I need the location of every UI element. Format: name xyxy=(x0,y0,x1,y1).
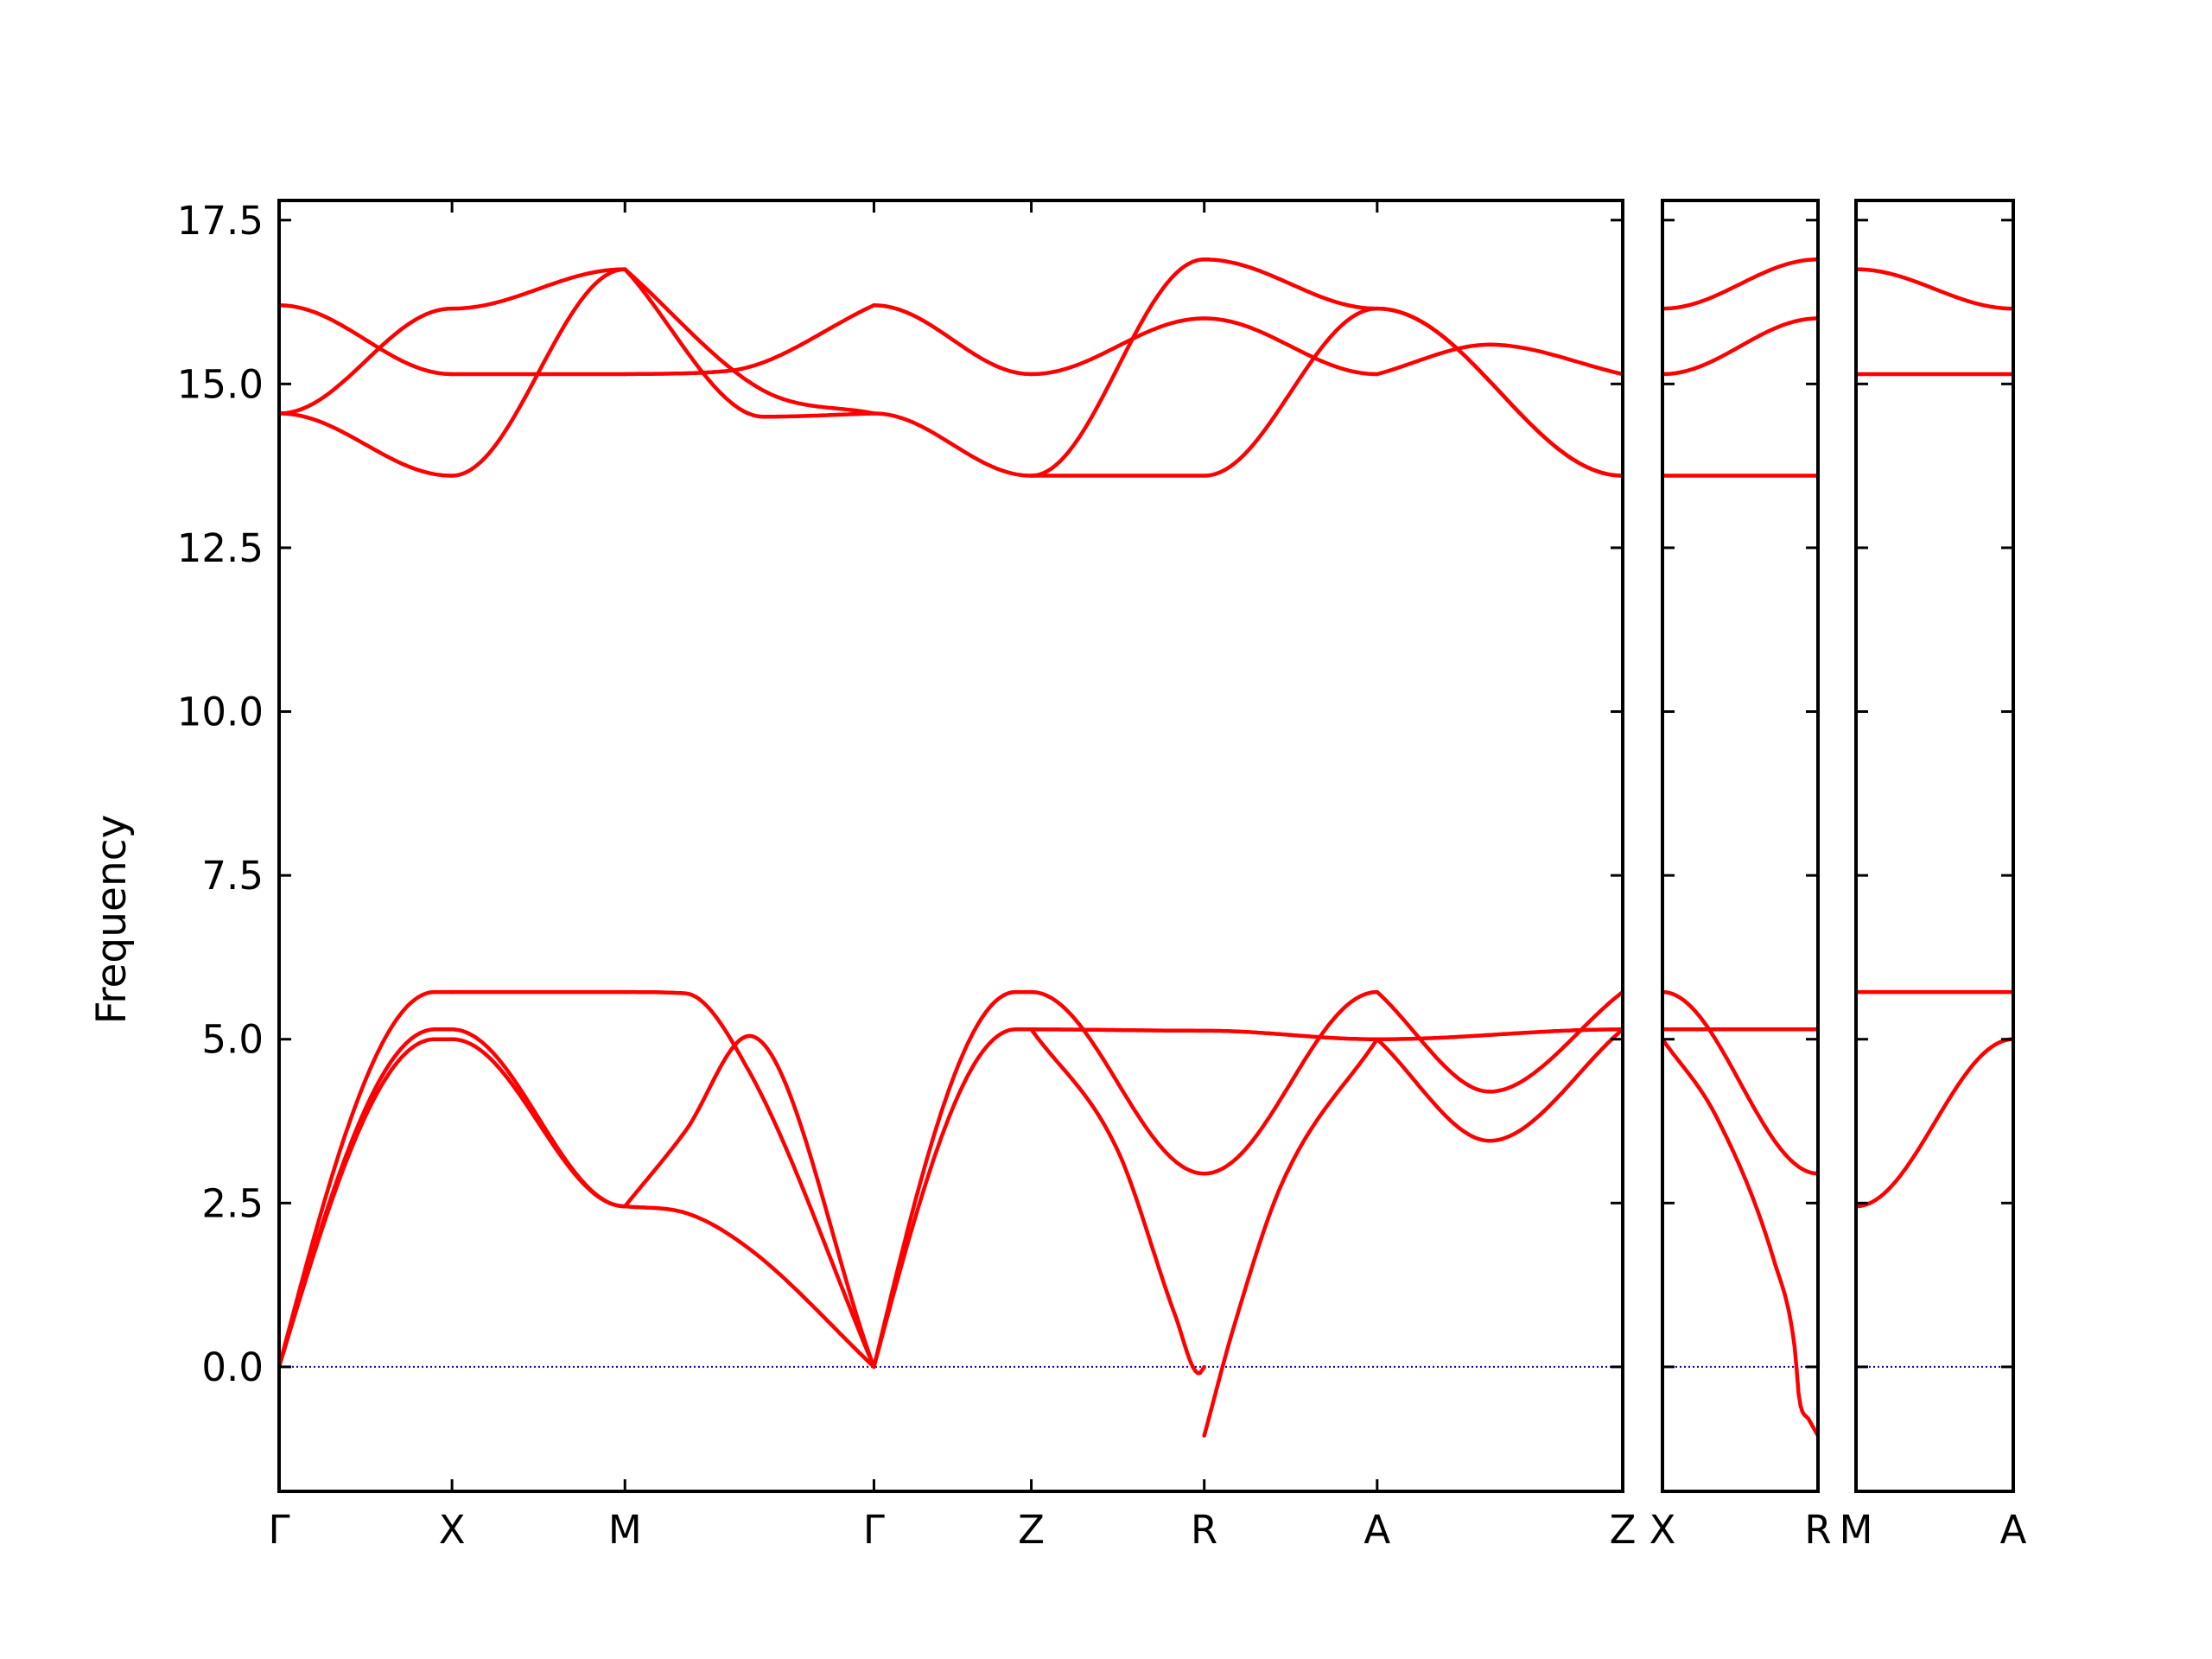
band-segment-22 xyxy=(279,306,454,416)
x-tick-label: X xyxy=(1649,1507,1676,1553)
band-segment-9 xyxy=(623,989,876,1370)
x-tick-label: X xyxy=(439,1507,466,1553)
y-tick-label: 0.0 xyxy=(201,1344,264,1390)
band-segment-39 xyxy=(1375,306,1623,478)
x-tick-label: Γ xyxy=(268,1507,289,1553)
y-tick-label: 12.5 xyxy=(177,525,264,571)
panel-frame xyxy=(277,199,1624,1493)
band-segment-1 xyxy=(279,1037,454,1370)
band-segment-13 xyxy=(1029,989,1206,1176)
y-tick-label: 10.0 xyxy=(177,690,264,735)
band-segment-14 xyxy=(1029,1027,1206,1376)
y-tick-label: 2.5 xyxy=(201,1180,264,1226)
y-axis-title: Frequency xyxy=(88,815,136,1025)
x-tick-label: R xyxy=(1804,1507,1831,1553)
band-segment-4 xyxy=(1856,267,2013,311)
band-segment-33 xyxy=(1029,316,1206,377)
x-tick-label: R xyxy=(1191,1507,1217,1553)
panel-frame xyxy=(1854,199,2015,1493)
band-segment-8 xyxy=(623,1033,876,1370)
x-tick-label: Γ xyxy=(863,1507,885,1553)
band-segment-40 xyxy=(1375,342,1623,377)
band-segment-3 xyxy=(279,989,454,1370)
band-segment-29 xyxy=(623,303,876,377)
panel-frame xyxy=(1661,199,1820,1493)
band-segment-4 xyxy=(449,1037,627,1209)
band-segment-7 xyxy=(623,1204,876,1370)
y-tick-label: 7.5 xyxy=(201,853,264,899)
band-segment-20 xyxy=(1375,1027,1623,1041)
band-segment-2 xyxy=(279,1027,454,1370)
band-segment-2 xyxy=(1662,989,1818,1176)
band-segment-15 xyxy=(1202,1028,1380,1041)
y-tick-label: 5.0 xyxy=(201,1017,264,1063)
x-tick-label: A xyxy=(1363,1507,1390,1553)
y-tick-label: 17.5 xyxy=(177,198,264,244)
band-segment-23 xyxy=(279,303,454,377)
band-segment-5 xyxy=(449,1027,627,1209)
x-tick-label: M xyxy=(1840,1507,1873,1553)
band-segment-19 xyxy=(1375,989,1623,1094)
band-segment-11 xyxy=(872,989,1033,1370)
band-segment-37 xyxy=(1202,306,1380,478)
band-segment-18 xyxy=(1375,1027,1623,1143)
band-segment-17 xyxy=(1202,1037,1380,1438)
band-segment-27 xyxy=(623,267,876,419)
band-segment-30 xyxy=(872,411,1033,478)
band-segment-28 xyxy=(623,267,876,416)
band-segment-5 xyxy=(1662,316,1818,377)
band-segment-32 xyxy=(1029,257,1206,478)
band-segment-21 xyxy=(279,411,454,478)
band-segment-16 xyxy=(1202,989,1380,1176)
band-segment-25 xyxy=(449,267,627,311)
band-segment-10 xyxy=(872,1027,1033,1370)
band-segment-6 xyxy=(1662,257,1818,311)
band-segment-35 xyxy=(1202,257,1380,311)
band-segment-3 xyxy=(1662,1037,1818,1438)
band-segment-12 xyxy=(1029,1027,1206,1033)
band-segment-2 xyxy=(1856,1037,2013,1209)
x-tick-label: Z xyxy=(1018,1507,1045,1553)
panel-1: 0.0 2.5 5.0 7.5 10.0 12.5 15.0 17.5 Γ X M Γ Z R A Z xyxy=(177,198,1637,1553)
x-tick-label: M xyxy=(608,1507,642,1553)
y-tick-label: 15.0 xyxy=(177,361,264,407)
band-segment-31 xyxy=(872,303,1033,377)
band-segment-36 xyxy=(1202,316,1380,377)
x-tick-label: A xyxy=(2000,1507,2027,1553)
x-tick-label: Z xyxy=(1610,1507,1637,1553)
